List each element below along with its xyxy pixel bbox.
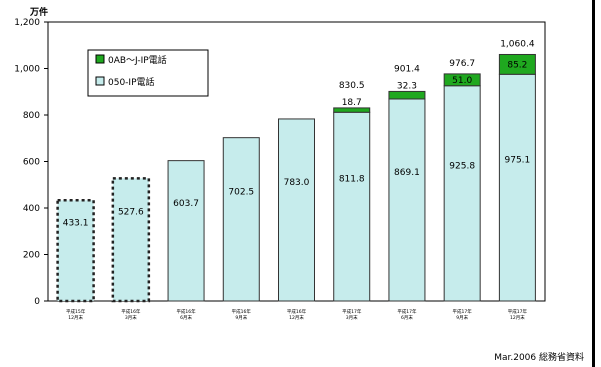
value-label-050-ip: 433.1 — [63, 219, 89, 229]
bar-050-ip — [278, 118, 315, 302]
total-label: 976.7 — [449, 59, 475, 69]
x-tick-label: 平成16年 — [287, 308, 307, 315]
y-tick-label: 1,200 — [14, 18, 40, 28]
legend-swatch — [95, 54, 105, 64]
value-label-050-ip: 925.8 — [449, 161, 475, 171]
value-label-050-ip: 811.8 — [339, 175, 365, 185]
bar-0abj-ip — [498, 53, 536, 75]
x-tick-label: 平成17年 — [397, 308, 417, 315]
x-tick-label: 3月末 — [125, 314, 137, 321]
bar-050-ip — [167, 160, 205, 302]
y-tick-label: 600 — [23, 158, 40, 168]
x-tick-label: 3月末 — [346, 314, 358, 321]
bar-0abj-ip — [333, 107, 371, 113]
x-tick-label: 6月末 — [401, 314, 413, 321]
y-tick-label: 400 — [23, 204, 40, 214]
legend-swatch — [95, 76, 105, 86]
x-tick-label: 平成17年 — [342, 308, 362, 315]
total-label: 901.4 — [394, 64, 420, 74]
bar-0abj-ip — [388, 90, 426, 100]
value-label-050-ip: 975.1 — [505, 156, 531, 166]
bar-050-ip — [222, 137, 260, 302]
legend-box — [87, 49, 209, 97]
legend-label: 050-IP電話 — [108, 76, 155, 88]
value-label-050-ip: 702.5 — [228, 187, 254, 197]
x-tick-label: 平成15年 — [66, 308, 86, 315]
x-tick-label: 平成16年 — [232, 308, 252, 315]
total-label: 1,060.4 — [500, 39, 535, 49]
bar-050-ip — [443, 85, 481, 302]
value-label-0abj-ip: 51.0 — [452, 76, 472, 86]
value-label-0abj-ip: 32.3 — [397, 81, 417, 91]
x-tick-label: 9月末 — [235, 314, 247, 321]
value-label-050-ip: 603.7 — [173, 199, 199, 209]
bar-0abj-ip — [443, 73, 481, 87]
total-label: 830.5 — [339, 81, 365, 91]
x-tick-label: 12月末 — [510, 314, 525, 321]
x-tick-label: 平成16年 — [176, 308, 196, 315]
y-axis-unit: 万件 — [29, 6, 48, 18]
x-tick-label: 12月末 — [68, 314, 83, 321]
value-label-0abj-ip: 85.2 — [507, 60, 527, 70]
value-label-050-ip: 869.1 — [394, 168, 420, 178]
x-tick-label: 平成16年 — [121, 308, 141, 315]
x-tick-label: 平成17年 — [453, 308, 473, 315]
y-tick-label: 200 — [23, 251, 40, 261]
value-label-050-ip: 527.6 — [118, 208, 144, 218]
y-tick-label: 800 — [23, 111, 40, 121]
value-label-050-ip: 783.0 — [284, 178, 310, 188]
bar-050-ip — [388, 98, 426, 302]
x-tick-label: 平成17年 — [508, 308, 528, 315]
source-note: Mar.2006 総務省資料 — [494, 353, 584, 363]
legend-label: 0AB～J-IP電話 — [108, 54, 167, 66]
y-tick-label: 1,000 — [14, 65, 40, 75]
bar-050-ip — [56, 199, 95, 303]
x-tick-label: 6月末 — [180, 314, 192, 321]
x-tick-label: 12月末 — [289, 314, 304, 321]
y-tick-label: 0 — [34, 297, 40, 307]
bar-050-ip — [111, 177, 151, 303]
x-tick-label: 9月末 — [456, 314, 468, 321]
value-label-0abj-ip: 18.7 — [342, 98, 362, 108]
bar-050-ip — [498, 73, 536, 302]
bar-050-ip — [333, 111, 371, 302]
